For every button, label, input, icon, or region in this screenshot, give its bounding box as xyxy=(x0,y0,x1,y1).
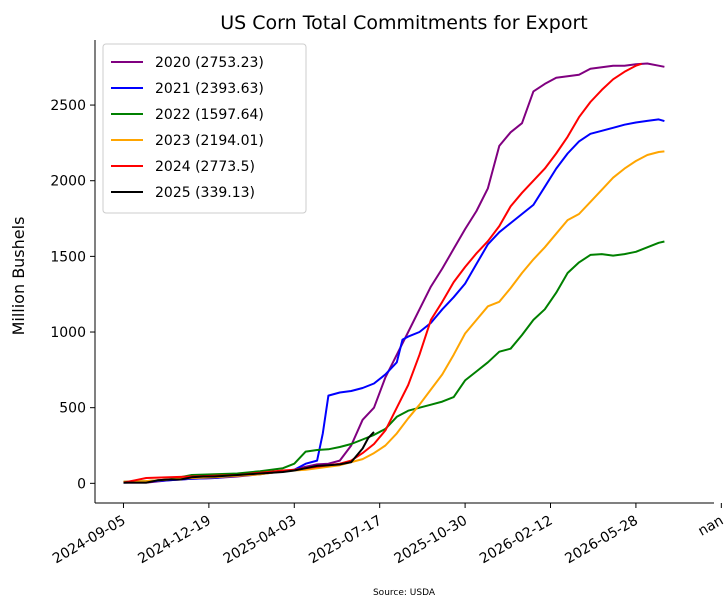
legend: 2020 (2753.23) 2021 (2393.63) 2022 (1597.6… xyxy=(102,43,307,214)
series-line-2 xyxy=(123,240,665,483)
y-axis-label: Million Bushels xyxy=(9,217,28,336)
x-tick-label: 2024-09-05 xyxy=(50,513,128,568)
y-tick-label: 2000 xyxy=(50,174,86,190)
x-tick-label: 2025-04-03 xyxy=(221,513,299,568)
source-note: Source: USDA xyxy=(373,588,436,598)
legend-label: 2023 (2194.01) xyxy=(155,133,264,149)
legend-box xyxy=(102,43,307,214)
x-tick-label: 2025-07-17 xyxy=(306,513,384,568)
y-tick-label: 1500 xyxy=(50,249,86,265)
x-tick-label: 2024-12-19 xyxy=(135,513,213,568)
x-tick-label: nan xyxy=(696,513,726,540)
legend-label: 2020 (2753.23) xyxy=(155,55,264,71)
series-lines xyxy=(123,62,665,484)
x-tick-label: 2025-10-30 xyxy=(392,513,470,568)
chart-title: US Corn Total Commitments for Export xyxy=(220,12,588,34)
y-tick-label: 2500 xyxy=(50,98,86,114)
legend-label: 2022 (1597.64) xyxy=(155,107,264,123)
y-axis-ticks: 0 500 1000 1500 2000 2500 xyxy=(50,98,95,492)
x-tick-label: 2026-05-28 xyxy=(562,513,640,568)
series-line-5 xyxy=(123,431,375,484)
x-axis-ticks: 2024-09-05 2024-12-19 2025-04-03 2025-07-17… xyxy=(50,503,726,567)
y-tick-label: 1000 xyxy=(50,325,86,341)
legend-label: 2021 (2393.63) xyxy=(155,81,264,97)
x-tick-label: 2026-02-12 xyxy=(477,513,555,568)
y-tick-label: 0 xyxy=(77,476,86,492)
legend-label: 2025 (339.13) xyxy=(155,185,255,201)
y-tick-label: 500 xyxy=(59,401,86,417)
legend-label: 2024 (2773.5) xyxy=(155,159,255,175)
